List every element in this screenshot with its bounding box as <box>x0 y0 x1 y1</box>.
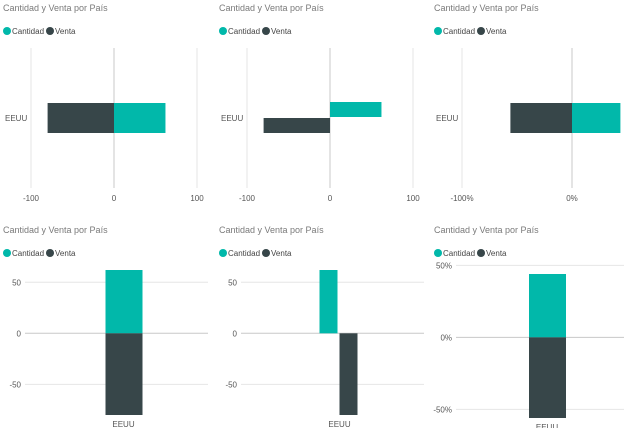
chart-title: Cantidad y Venta por País <box>219 225 324 235</box>
chart-panel-2: Cantidad y Venta por País Cantidad Venta… <box>219 3 424 208</box>
x-tick-label: -100 <box>239 194 256 203</box>
chart-panel-4: Cantidad y Venta por País Cantidad Venta… <box>3 225 208 428</box>
category-label: EEUU <box>112 420 134 428</box>
legend-dot-cantidad-icon <box>3 249 11 257</box>
legend-dot-cantidad-icon <box>434 27 442 35</box>
legend-item-venta[interactable]: Venta <box>46 26 76 36</box>
bar-cantidad <box>572 103 621 133</box>
legend-label-cantidad: Cantidad <box>12 26 45 36</box>
bar-cantidad <box>114 103 166 133</box>
legend-item-venta[interactable]: Venta <box>477 26 507 36</box>
legend-dot-cantidad-icon <box>219 27 227 35</box>
legend-label-venta: Venta <box>55 248 76 258</box>
chart-legend: Cantidad Venta <box>3 247 78 259</box>
y-tick-label: 50 <box>228 278 237 287</box>
chart-panel-6: Cantidad y Venta por País Cantidad Venta… <box>433 225 624 428</box>
x-tick-label: 0 <box>112 194 117 203</box>
x-tick-label: -100 <box>23 194 40 203</box>
chart-plot: 50 0 -50 EEUU <box>9 270 208 428</box>
chart-plot: -100% 0% EEUU <box>436 48 621 203</box>
chart-title: Cantidad y Venta por País <box>434 3 539 13</box>
chart-plot: 50% 0% -50% EEUU <box>433 261 624 428</box>
chart-title: Cantidad y Venta por País <box>3 225 108 235</box>
chart-title: Cantidad y Venta por País <box>3 3 108 13</box>
category-label: EEUU <box>436 114 458 123</box>
category-label: EEUU <box>221 114 243 123</box>
y-tick-label: 50% <box>436 261 452 270</box>
legend-item-venta[interactable]: Venta <box>262 26 292 36</box>
bar-venta <box>339 333 358 415</box>
legend-dot-venta-icon <box>477 27 486 35</box>
legend-label-venta: Venta <box>486 248 507 258</box>
legend-label-venta: Venta <box>271 248 292 258</box>
legend-dot-venta-icon <box>477 249 486 257</box>
chart-title: Cantidad y Venta por País <box>434 225 539 235</box>
x-tick-label: -100% <box>450 194 473 203</box>
legend-label-cantidad: Cantidad <box>443 248 476 258</box>
y-tick-label: -50 <box>9 380 21 389</box>
bar-venta <box>510 103 572 133</box>
x-tick-label: 100 <box>406 194 420 203</box>
legend-label-venta: Venta <box>55 26 76 36</box>
y-tick-label: 0 <box>233 329 238 338</box>
legend-dot-venta-icon <box>46 27 55 35</box>
x-tick-label: 0% <box>566 194 578 203</box>
legend-item-cantidad[interactable]: Cantidad <box>3 249 44 258</box>
chart-legend: Cantidad Venta <box>3 25 78 37</box>
y-tick-label: -50% <box>433 405 452 414</box>
y-tick-label: 50 <box>12 278 21 287</box>
chart-panel-5: Cantidad y Venta por País Cantidad Venta… <box>219 225 424 428</box>
legend-label-cantidad: Cantidad <box>228 248 261 258</box>
x-tick-label: 100 <box>190 194 204 203</box>
chart-legend: Cantidad Venta <box>219 25 294 37</box>
y-tick-label: -50 <box>225 380 237 389</box>
chart-plot: 50 0 -50 EEUU <box>225 270 424 428</box>
legend-item-venta[interactable]: Venta <box>46 248 76 258</box>
category-label: EEUU <box>328 420 350 428</box>
chart-legend: Cantidad Venta <box>434 247 509 259</box>
chart-panel-3: Cantidad y Venta por País Cantidad Venta… <box>434 3 624 208</box>
legend-item-venta[interactable]: Venta <box>477 248 507 258</box>
legend-item-venta[interactable]: Venta <box>262 248 292 258</box>
legend-item-cantidad[interactable]: Cantidad <box>434 249 475 258</box>
legend-item-cantidad[interactable]: Cantidad <box>219 27 260 36</box>
bar-cantidad <box>529 274 566 338</box>
bar-venta <box>263 118 330 133</box>
chart-panel-1: Cantidad y Venta por País Cantidad Venta… <box>3 3 208 208</box>
bar-cantidad <box>105 270 143 334</box>
x-tick-label: 0 <box>328 194 333 203</box>
y-tick-label: 0% <box>440 333 452 342</box>
legend-dot-venta-icon <box>262 249 271 257</box>
legend-item-cantidad[interactable]: Cantidad <box>219 249 260 258</box>
legend-dot-cantidad-icon <box>434 249 442 257</box>
legend-dot-venta-icon <box>262 27 271 35</box>
category-label: EEUU <box>5 114 27 123</box>
chart-legend: Cantidad Venta <box>434 25 509 37</box>
legend-label-venta: Venta <box>486 26 507 36</box>
legend-dot-venta-icon <box>46 249 55 257</box>
bar-cantidad <box>330 102 382 117</box>
legend-label-cantidad: Cantidad <box>12 248 45 258</box>
legend-item-cantidad[interactable]: Cantidad <box>434 27 475 36</box>
legend-item-cantidad[interactable]: Cantidad <box>3 27 44 36</box>
chart-plot: -100 0 100 EEUU <box>5 48 204 203</box>
bar-venta <box>529 337 566 418</box>
legend-dot-cantidad-icon <box>219 249 227 257</box>
legend-label-cantidad: Cantidad <box>228 26 261 36</box>
y-tick-label: 0 <box>17 329 22 338</box>
chart-title: Cantidad y Venta por País <box>219 3 324 13</box>
chart-legend: Cantidad Venta <box>219 247 294 259</box>
bar-venta <box>47 103 114 133</box>
bar-cantidad <box>319 270 338 334</box>
chart-plot: -100 0 100 EEUU <box>221 48 420 203</box>
category-label: EEUU <box>536 423 558 428</box>
legend-label-venta: Venta <box>271 26 292 36</box>
legend-dot-cantidad-icon <box>3 27 11 35</box>
bar-venta <box>105 333 143 415</box>
legend-label-cantidad: Cantidad <box>443 26 476 36</box>
